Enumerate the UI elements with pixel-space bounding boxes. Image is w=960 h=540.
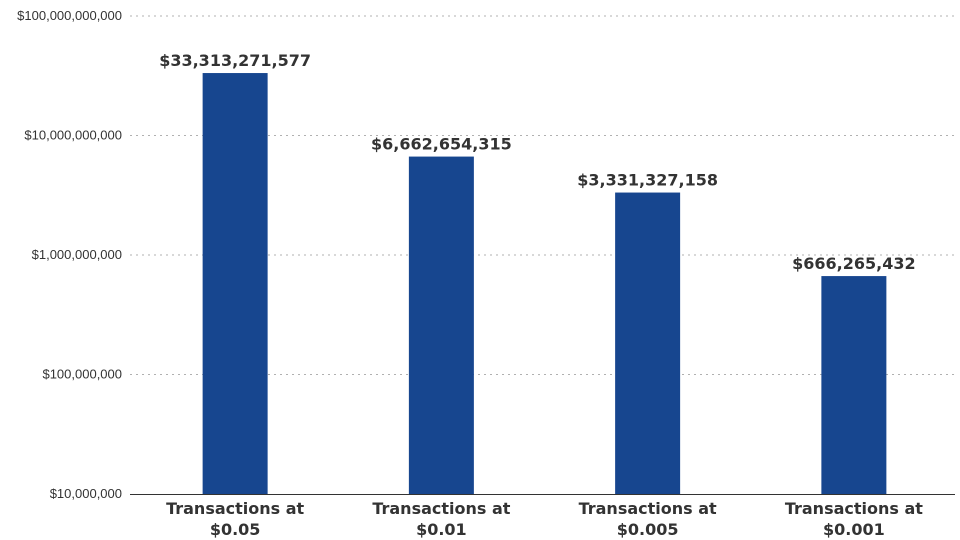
y-tick-label: $100,000,000,000 (17, 8, 122, 23)
y-tick-label: $100,000,000 (42, 367, 122, 382)
x-category-label: Transactions at $0.001 (785, 499, 923, 539)
bar (615, 192, 681, 494)
bar-value-label: $6,662,654,315 (371, 135, 512, 154)
x-category-label: Transactions at $0.05 (166, 499, 304, 539)
y-tick-label: $10,000,000 (50, 486, 122, 501)
y-axis-tick-labels: $10,000,000 $100,000,000 $1,000,000,000 $10… (17, 8, 122, 501)
bars (202, 73, 887, 494)
bar (408, 156, 474, 494)
x-category-label: Transactions at $0.005 (579, 499, 717, 539)
x-axis-category-labels: Transactions at $0.05 Transactions at $0.01… (166, 499, 923, 539)
x-category-label: Transactions at $0.01 (372, 499, 510, 539)
y-tick-label: $10,000,000,000 (24, 128, 122, 143)
bar-value-labels: $33,313,271,577 $6,662,654,315 $3,331,327,… (159, 51, 915, 273)
bar-value-label: $666,265,432 (792, 254, 915, 273)
bar (821, 276, 887, 494)
bar-value-label: $33,313,271,577 (159, 51, 311, 70)
y-tick-label: $1,000,000,000 (32, 247, 122, 262)
bar-value-label: $3,331,327,158 (577, 171, 718, 190)
bar (202, 73, 268, 494)
